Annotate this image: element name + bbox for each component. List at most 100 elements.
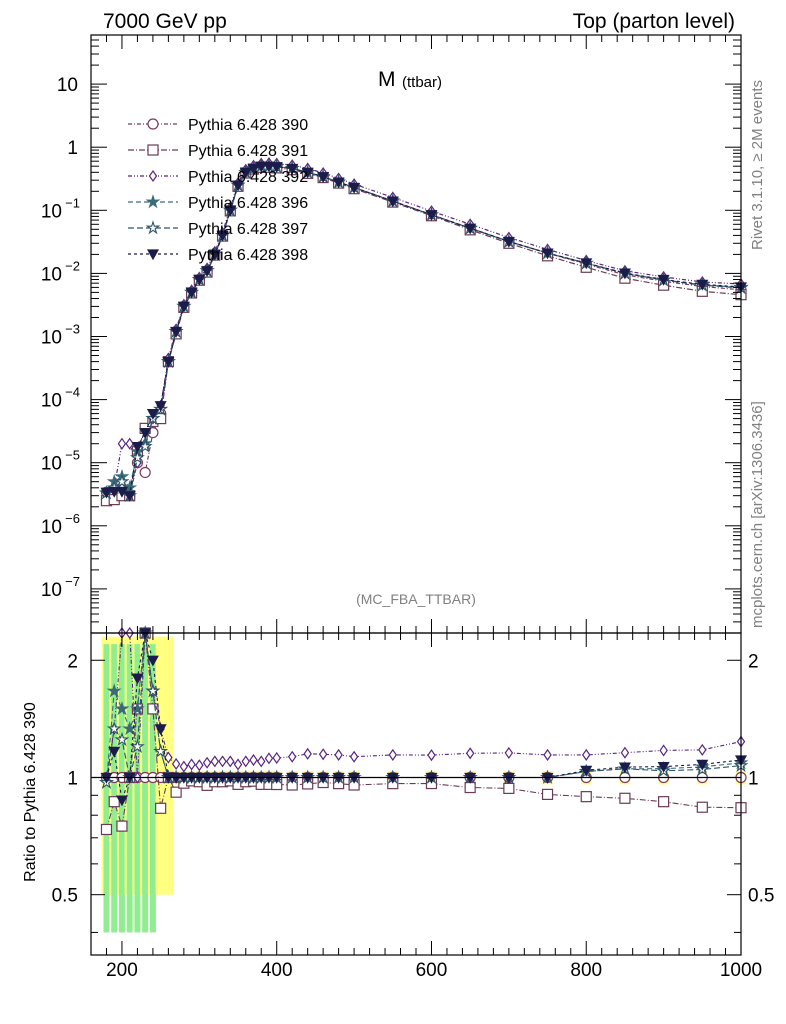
- marker-square: [658, 796, 670, 808]
- marker-diamond: [226, 755, 235, 768]
- marker-diamond: [264, 752, 274, 765]
- marker-diamond: [582, 748, 591, 761]
- marker-star: [129, 738, 145, 753]
- marker-diamond: [620, 746, 630, 759]
- marker-star: [129, 449, 145, 465]
- ratio-line: [105, 632, 742, 783]
- marker-diamond: [171, 757, 181, 770]
- marker-diamond: [187, 758, 196, 771]
- analysis-watermark: (MC_FBA_TTBAR): [356, 591, 476, 607]
- y-tick-label: 10: [41, 454, 62, 475]
- stat-band-bin: [134, 644, 141, 933]
- marker-triangle: [108, 746, 121, 758]
- marker-star: [106, 683, 122, 698]
- marker-triangle: [201, 266, 214, 278]
- ratio-tick-label-right: 1: [748, 768, 759, 789]
- y-tick-exponent: −6: [65, 511, 80, 526]
- marker-triangle: [146, 655, 159, 667]
- legend-entry: Pythia 6.428 391: [128, 143, 308, 160]
- series-line: [106, 166, 742, 502]
- marker-triangle: [232, 180, 245, 192]
- marker-diamond: [318, 748, 328, 761]
- marker-diamond: [202, 756, 212, 769]
- ratio-tick-label-left: 2: [67, 651, 78, 672]
- ratio-tick-label-left: 0.5: [52, 886, 78, 907]
- marker-triangle: [286, 163, 299, 175]
- marker-triangle: [696, 279, 709, 291]
- series-line: [106, 165, 742, 498]
- marker-square: [100, 823, 113, 836]
- y-tick-exponent: −2: [65, 258, 80, 273]
- marker-diamond: [233, 758, 243, 771]
- marker-triangle: [146, 249, 160, 261]
- marker-diamond: [272, 751, 281, 764]
- marker-diamond: [257, 755, 266, 768]
- ratio-tick-label-right: 2: [748, 651, 759, 672]
- marker-triangle: [657, 761, 670, 773]
- marker-triangle: [580, 765, 593, 777]
- marker-triangle: [131, 673, 144, 685]
- legend-label: Pythia 6.428 392: [188, 169, 308, 186]
- marker-triangle: [154, 401, 167, 412]
- marker-diamond: [287, 750, 297, 763]
- chart-title: M: [378, 68, 396, 91]
- series-layer: [99, 157, 749, 836]
- marker-triangle: [348, 182, 361, 194]
- marker-square: [696, 801, 708, 813]
- series-line: [106, 165, 742, 494]
- marker-triangle: [386, 196, 399, 208]
- series-line: [106, 165, 742, 497]
- marker-triangle: [154, 724, 167, 736]
- marker-diamond: [218, 755, 227, 768]
- marker-triangle: [464, 223, 477, 235]
- legend-entry: Pythia 6.428 398: [128, 247, 308, 264]
- marker-triangle: [580, 258, 593, 270]
- marker-diamond: [349, 750, 359, 763]
- marker-triangle: [170, 326, 183, 338]
- marker-diamond: [210, 755, 220, 768]
- marker-diamond: [427, 749, 436, 762]
- x-tick-label: 400: [261, 960, 293, 981]
- marker-diamond: [241, 755, 250, 768]
- process-label: Top (parton level): [573, 10, 735, 33]
- legend-label: Pythia 6.428 391: [188, 143, 308, 160]
- y-tick-label: 1: [67, 138, 78, 159]
- marker-star: [129, 701, 145, 716]
- marker-square: [108, 796, 120, 808]
- marker-diamond: [698, 743, 707, 756]
- ratio-tick-label-left: 1: [67, 768, 78, 789]
- y-tick-exponent: −4: [65, 385, 80, 400]
- marker-triangle: [239, 167, 252, 179]
- marker-square: [541, 788, 554, 801]
- marker-triangle: [270, 162, 283, 173]
- marker-diamond: [164, 751, 173, 764]
- stat-band-bin: [142, 644, 149, 933]
- marker-star: [153, 743, 169, 758]
- ratio-line: [105, 632, 742, 778]
- ratio-ylabel: Ratio to Pythia 6.428 390: [22, 702, 39, 882]
- legend-entry: Pythia 6.428 397: [128, 220, 308, 238]
- x-tick-label: 600: [416, 960, 448, 981]
- y-tick-exponent: −5: [65, 448, 80, 463]
- stat-band-bin: [149, 644, 156, 933]
- marker-triangle: [541, 248, 554, 260]
- marker-circle: [139, 466, 151, 479]
- y-tick-label: 10: [41, 327, 62, 348]
- x-tick-label: 1000: [720, 960, 762, 981]
- marker-triangle: [185, 287, 198, 299]
- y-tick-label: 10: [57, 75, 78, 96]
- marker-square: [147, 703, 159, 715]
- legend: Pythia 6.428 390 Pythia 6.428 391 Pythia 6…: [128, 117, 308, 264]
- marker-diamond: [117, 437, 127, 450]
- marker-triangle: [216, 230, 229, 242]
- marker-triangle: [139, 427, 152, 439]
- marker-star: [145, 220, 161, 235]
- legend-entry: Pythia 6.428 390: [128, 117, 308, 134]
- marker-triangle: [108, 486, 121, 498]
- series-line: [106, 165, 742, 497]
- marker-triangle: [262, 161, 275, 173]
- marker-star: [145, 194, 161, 209]
- marker-circle: [147, 118, 159, 130]
